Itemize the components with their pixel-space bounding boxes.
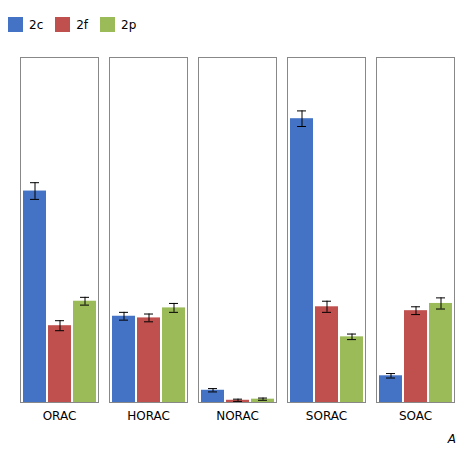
- svg-text:SORAC: SORAC: [306, 409, 347, 423]
- html-text:A: A: [447, 432, 456, 446]
- html-text:2c: 2c: [29, 17, 44, 32]
- svg-text:ORAC: ORAC: [43, 409, 77, 423]
- svg-text:HORAC: HORAC: [127, 409, 170, 423]
- html-text:2p: 2p: [121, 17, 137, 32]
- html-text:2f: 2f: [76, 17, 89, 32]
- svg-text:NORAC: NORAC: [216, 409, 259, 423]
- svg-text:SOAC: SOAC: [399, 409, 432, 423]
